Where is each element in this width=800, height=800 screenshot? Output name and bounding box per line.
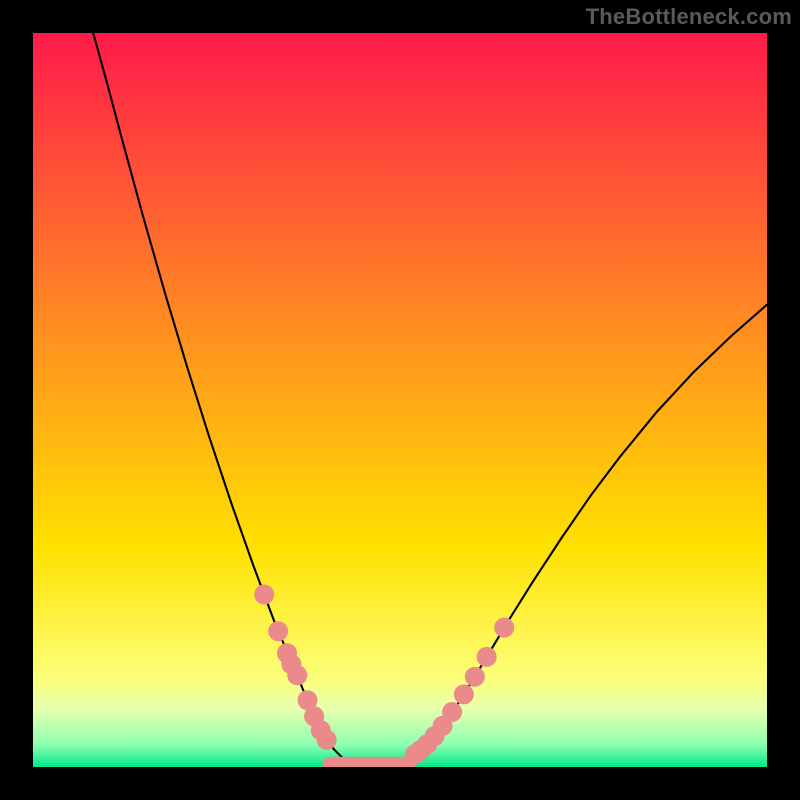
data-marker	[494, 618, 514, 638]
data-marker	[254, 585, 274, 605]
data-marker	[454, 684, 474, 704]
data-marker	[465, 667, 485, 687]
data-marker	[442, 702, 462, 722]
watermark-text: TheBottleneck.com	[586, 4, 792, 30]
marker-group	[254, 585, 514, 773]
data-marker	[317, 730, 337, 750]
chart-svg	[0, 0, 800, 800]
data-marker	[477, 647, 497, 667]
optimal-range-bar	[322, 757, 415, 773]
bottleneck-curve	[93, 33, 767, 765]
chart-frame: TheBottleneck.com	[0, 0, 800, 800]
data-marker	[287, 665, 307, 685]
data-marker	[268, 621, 288, 641]
